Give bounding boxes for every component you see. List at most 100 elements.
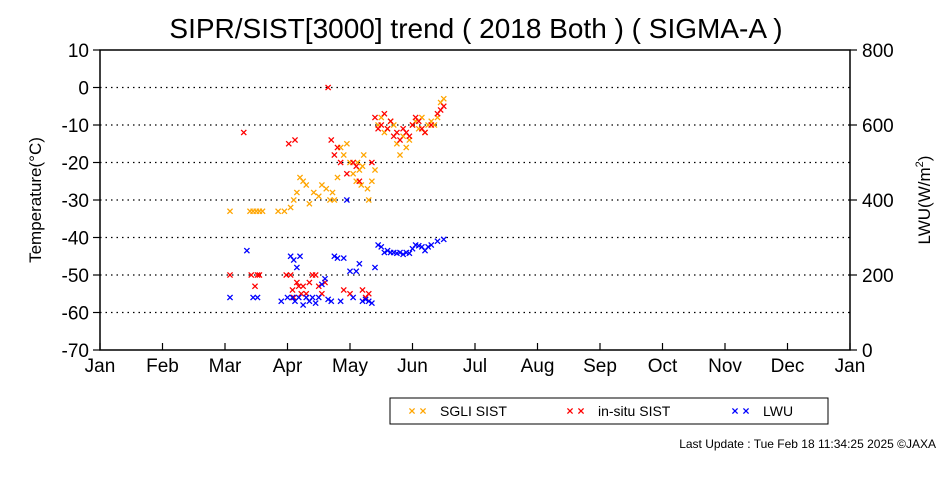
in-situ-sist-point (254, 271, 261, 279)
sgli-sist-point (315, 193, 322, 200)
in-situ-sist-point (291, 136, 299, 144)
lwu-point (434, 238, 441, 245)
sgli-sist-point (287, 204, 294, 211)
plot-frame (99, 49, 851, 351)
lwu-point (400, 251, 407, 258)
y2-tick-label: 400 (862, 191, 894, 212)
lwu-point (318, 281, 325, 288)
x-tick-label: Jan (835, 356, 866, 377)
in-situ-sist-point (325, 84, 332, 91)
lwu-point (284, 294, 291, 301)
data-points (226, 84, 447, 309)
lwu-point (368, 300, 375, 307)
in-situ-sist-point (428, 121, 435, 129)
in-situ-sist-point (287, 271, 294, 279)
sgli-sist-point (368, 178, 375, 185)
in-situ-sist-point (337, 159, 344, 166)
lwu-point (334, 255, 341, 262)
lwu-point (356, 260, 363, 267)
sgli-sist-point (358, 181, 365, 189)
y-tick-label: -40 (62, 229, 89, 250)
x-tick-label: May (332, 356, 368, 377)
legend-marker (408, 407, 416, 415)
x-tick-label: Oct (648, 356, 678, 377)
legend-marker (566, 407, 574, 415)
in-situ-sist-point (226, 271, 234, 279)
sgli-sist-point (310, 189, 317, 196)
sgli-sist-point (350, 170, 357, 177)
sgli-sist-point (275, 208, 282, 215)
in-situ-sist-point (415, 118, 422, 125)
in-situ-sist-point (306, 279, 313, 286)
y2-tick-label: 0 (862, 341, 873, 362)
y2-tick-label: 600 (862, 116, 894, 137)
in-situ-sist-point (393, 129, 400, 136)
y-tick-label: 10 (68, 41, 89, 62)
lwu-point (350, 294, 357, 301)
lwu-point (340, 255, 347, 262)
in-situ-sist-point (315, 283, 322, 290)
x-tick-label: Aug (521, 356, 555, 377)
in-situ-sist-point (381, 110, 388, 117)
sgli-sist-point (306, 200, 313, 207)
y-axis-label: Temperature(°C) (26, 137, 45, 263)
lwu-point (362, 296, 369, 303)
y-tick-label: 0 (78, 79, 89, 100)
x-tick-label: Mar (209, 356, 242, 377)
legend-marker (731, 407, 739, 415)
lwu-point (343, 196, 350, 204)
lwu-point (321, 275, 329, 282)
lwu-point (371, 264, 379, 271)
y-tick-label: -10 (62, 116, 89, 137)
lwu-point (381, 249, 388, 256)
in-situ-sist-point (285, 140, 292, 147)
in-situ-sist-point (248, 271, 255, 279)
in-situ-sist-point (340, 286, 347, 294)
legend-box (389, 397, 829, 425)
y-axis-left: 10 0 -10 -20 -30 -40 -50 -60 -70 (62, 41, 100, 362)
sgli-sist-point (365, 196, 372, 204)
lwu-point (375, 241, 382, 249)
in-situ-sist-point (384, 125, 391, 132)
sgli-sist-point (359, 163, 366, 170)
lwu-point (312, 300, 319, 307)
y2-tick-label: 200 (862, 266, 894, 287)
in-situ-sist-point (343, 170, 350, 177)
legend-item-in-situ-sist: in-situ SIST (566, 403, 671, 419)
sgli-sist-point (323, 185, 330, 192)
legend-label: SGLI SIST (440, 403, 507, 419)
lwu-point (295, 294, 302, 301)
y-tick-label: -70 (62, 341, 89, 362)
in-situ-sist-point (365, 290, 372, 297)
sgli-sist-point (364, 185, 371, 192)
x-axis: Jan Feb Mar Apr May Jun Jul Aug Sep Oct Nov Dec Jan (85, 343, 866, 377)
lwu-point (309, 294, 316, 301)
lwu-point (353, 268, 360, 275)
y-tick-label: -20 (62, 154, 89, 175)
sgli-sist-point (259, 208, 266, 215)
sgli-sist-point (343, 140, 350, 147)
x-tick-label: Jun (397, 356, 428, 377)
grid-lines (100, 86, 850, 314)
lwu-point (300, 301, 307, 309)
sgli-sist-point (293, 189, 300, 196)
sgli-sist-point (371, 166, 379, 174)
lwu-point (359, 298, 366, 305)
in-situ-sist-point (371, 114, 379, 121)
in-situ-sist-point (328, 136, 335, 144)
lwu-point (378, 243, 385, 250)
x-tick-label: Dec (771, 356, 805, 377)
in-situ-sist-point (331, 151, 338, 159)
in-situ-sist-point (368, 159, 375, 166)
sgli-sist-point (340, 151, 347, 159)
in-situ-sist-point (334, 144, 341, 151)
in-situ-sist-point (312, 271, 319, 279)
in-situ-sist-point (396, 136, 404, 144)
y2-axis-label: LWU(W/m2) (914, 156, 934, 245)
lwu-point (325, 296, 332, 303)
lwu-point (254, 294, 261, 301)
in-situ-sist-point (353, 163, 360, 170)
in-situ-sist-point (378, 121, 385, 129)
lwu-point (226, 294, 234, 301)
in-situ-sist-point (406, 133, 413, 140)
